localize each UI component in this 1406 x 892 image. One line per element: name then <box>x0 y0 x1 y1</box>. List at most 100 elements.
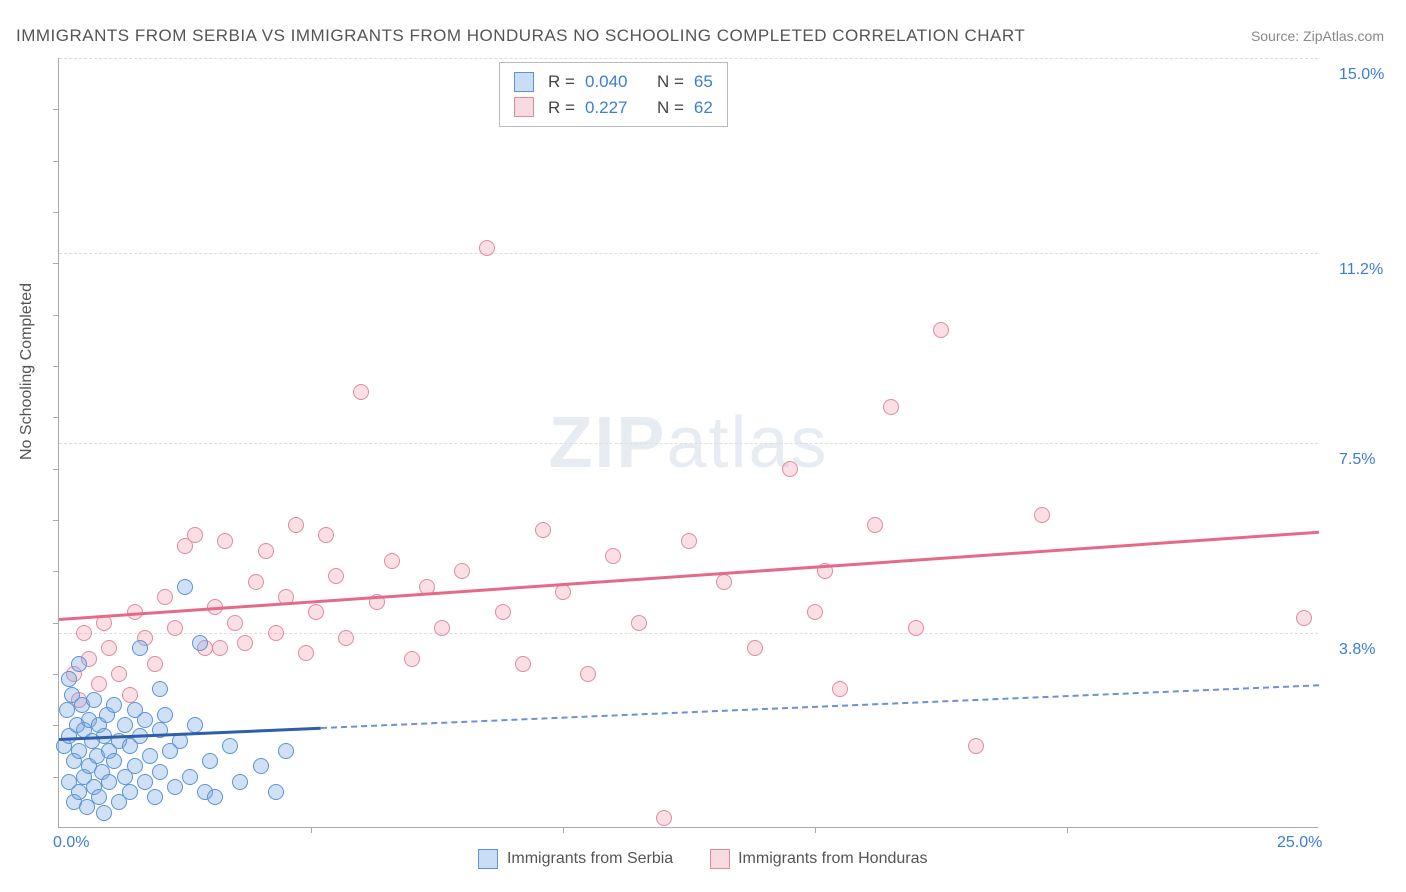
scatter-point-serbia <box>137 712 153 728</box>
scatter-point-serbia <box>86 692 102 708</box>
scatter-point-honduras <box>580 666 596 682</box>
gridline <box>59 633 1318 634</box>
scatter-point-honduras <box>908 620 924 636</box>
y-tick <box>53 109 59 110</box>
scatter-point-honduras <box>716 574 732 590</box>
chart-container: IMMIGRANTS FROM SERBIA VS IMMIGRANTS FRO… <box>0 0 1406 892</box>
scatter-point-honduras <box>308 604 324 620</box>
x-tick <box>1067 827 1068 833</box>
x-tick <box>815 827 816 833</box>
scatter-point-serbia <box>106 697 122 713</box>
scatter-point-honduras <box>782 461 798 477</box>
scatter-point-serbia <box>71 784 87 800</box>
scatter-point-honduras <box>867 517 883 533</box>
scatter-point-honduras <box>968 738 984 754</box>
scatter-point-serbia <box>127 758 143 774</box>
n-value-honduras: 62 <box>694 95 713 121</box>
swatch-pink-icon <box>514 97 534 117</box>
legend-item-honduras: Immigrants from Honduras <box>710 849 928 869</box>
scatter-point-honduras <box>535 522 551 538</box>
swatch-pink-icon <box>710 849 730 869</box>
scatter-point-honduras <box>434 620 450 636</box>
scatter-point-serbia <box>147 789 163 805</box>
scatter-point-honduras <box>122 687 138 703</box>
scatter-point-serbia <box>122 784 138 800</box>
y-tick <box>53 725 59 726</box>
scatter-point-serbia <box>101 774 117 790</box>
scatter-point-honduras <box>338 630 354 646</box>
stats-legend: R = 0.040 N = 65 R = 0.227 N = 62 <box>499 62 728 127</box>
swatch-blue-icon <box>478 849 498 869</box>
scatter-point-serbia <box>59 702 75 718</box>
scatter-point-honduras <box>933 322 949 338</box>
scatter-point-honduras <box>454 563 470 579</box>
scatter-point-honduras <box>605 548 621 564</box>
r-value-serbia: 0.040 <box>585 69 628 95</box>
n-label: N = <box>657 95 684 121</box>
r-label: R = <box>548 95 575 121</box>
scatter-point-honduras <box>404 651 420 667</box>
plot-area: ZIPatlas R = 0.040 N = 65 R = 0.227 N = … <box>58 58 1318 828</box>
scatter-point-honduras <box>111 666 127 682</box>
scatter-point-serbia <box>222 738 238 754</box>
scatter-point-honduras <box>353 384 369 400</box>
y-tick <box>53 315 59 316</box>
trendline-serbia-dashed <box>321 684 1319 729</box>
n-label: N = <box>657 69 684 95</box>
scatter-point-honduras <box>1034 507 1050 523</box>
scatter-point-serbia <box>207 789 223 805</box>
scatter-point-serbia <box>96 805 112 821</box>
legend-item-serbia: Immigrants from Serbia <box>478 849 673 869</box>
scatter-point-honduras <box>187 527 203 543</box>
scatter-point-serbia <box>182 769 198 785</box>
legend-label-honduras: Immigrants from Honduras <box>738 850 927 868</box>
scatter-point-serbia <box>106 753 122 769</box>
scatter-point-honduras <box>167 620 183 636</box>
stats-row-honduras: R = 0.227 N = 62 <box>514 95 713 121</box>
r-value-honduras: 0.227 <box>585 95 628 121</box>
scatter-point-serbia <box>71 656 87 672</box>
scatter-point-serbia <box>132 640 148 656</box>
scatter-point-honduras <box>227 615 243 631</box>
scatter-point-honduras <box>807 604 823 620</box>
scatter-point-honduras <box>298 645 314 661</box>
scatter-point-honduras <box>328 568 344 584</box>
scatter-point-honduras <box>479 240 495 256</box>
scatter-point-honduras <box>268 625 284 641</box>
gridline <box>59 253 1318 254</box>
scatter-point-honduras <box>76 625 92 641</box>
gridline <box>59 443 1318 444</box>
chart-title: IMMIGRANTS FROM SERBIA VS IMMIGRANTS FRO… <box>16 26 1025 46</box>
y-tick <box>53 366 59 367</box>
source-attribution: Source: ZipAtlas.com <box>1251 28 1384 44</box>
y-tick-label: 11.2% <box>1339 261 1383 279</box>
scatter-point-serbia <box>61 671 77 687</box>
scatter-point-honduras <box>237 635 253 651</box>
scatter-point-honduras <box>157 589 173 605</box>
scatter-point-honduras <box>1296 610 1312 626</box>
scatter-point-honduras <box>883 399 899 415</box>
scatter-point-honduras <box>631 615 647 631</box>
scatter-point-honduras <box>495 604 511 620</box>
n-value-serbia: 65 <box>694 69 713 95</box>
scatter-point-serbia <box>142 748 158 764</box>
y-tick-label: 15.0% <box>1339 66 1384 84</box>
y-tick-label: 7.5% <box>1339 451 1375 469</box>
x-tick <box>563 827 564 833</box>
legend-label-serbia: Immigrants from Serbia <box>507 850 673 868</box>
scatter-point-honduras <box>91 676 107 692</box>
scatter-point-serbia <box>232 774 248 790</box>
scatter-point-serbia <box>152 681 168 697</box>
scatter-point-serbia <box>268 784 284 800</box>
scatter-point-honduras <box>832 681 848 697</box>
y-tick <box>53 469 59 470</box>
scatter-point-honduras <box>318 527 334 543</box>
y-tick <box>53 263 59 264</box>
scatter-point-honduras <box>747 640 763 656</box>
scatter-point-honduras <box>288 517 304 533</box>
scatter-point-honduras <box>258 543 274 559</box>
scatter-point-serbia <box>202 753 218 769</box>
y-tick <box>53 777 59 778</box>
scatter-point-honduras <box>101 640 117 656</box>
scatter-point-serbia <box>157 707 173 723</box>
